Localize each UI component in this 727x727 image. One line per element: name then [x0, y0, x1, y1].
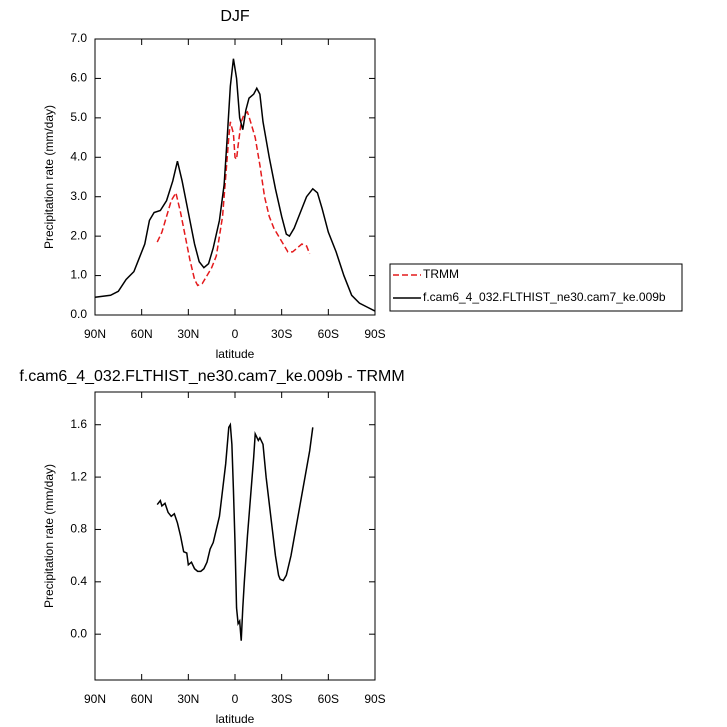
y-tick-label: 2.0: [70, 228, 87, 242]
legend-label: f.cam6_4_032.FLTHIST_ne30.cam7_ke.009b: [423, 290, 666, 304]
x-tick-label: 30N: [177, 327, 199, 341]
plot-frame: [94, 38, 376, 316]
y-tick-label: 0.8: [70, 522, 87, 536]
y-tick-label: 0.0: [70, 626, 87, 640]
x-tick-label: 90N: [84, 327, 106, 341]
x-tick-label: 30S: [271, 692, 292, 706]
x-axis-label: latitude: [216, 347, 255, 361]
x-tick-label: 30N: [177, 692, 199, 706]
legend-box: [389, 263, 683, 312]
x-tick-label: 90N: [84, 692, 106, 706]
chart-title: f.cam6_4_032.FLTHIST_ne30.cam7_ke.009b -…: [19, 368, 404, 385]
plot-frame: [94, 391, 376, 681]
x-tick-label: 60S: [318, 692, 339, 706]
x-tick-label: 0: [232, 327, 239, 341]
x-tick-label: 60N: [131, 327, 153, 341]
y-tick-label: 4.0: [70, 149, 87, 163]
x-tick-label: 60S: [318, 327, 339, 341]
y-tick-label: 6.0: [70, 71, 87, 85]
data-line: [156, 110, 311, 287]
x-tick-label: 90S: [364, 692, 385, 706]
data-line: [94, 58, 376, 312]
legend-label: TRMM: [423, 267, 459, 281]
y-tick-label: 1.0: [70, 268, 87, 282]
y-tick-label: 0.4: [70, 574, 87, 588]
x-tick-label: 60N: [131, 692, 153, 706]
y-tick-label: 7.0: [70, 31, 87, 45]
y-axis-label: Precipitation rate (mm/day): [42, 464, 56, 608]
x-tick-label: 30S: [271, 327, 292, 341]
x-axis-label: latitude: [216, 712, 255, 726]
y-tick-label: 0.0: [70, 307, 87, 321]
x-tick-label: 0: [232, 692, 239, 706]
y-tick-label: 1.6: [70, 417, 87, 431]
data-line: [156, 422, 314, 641]
y-tick-label: 5.0: [70, 110, 87, 124]
x-tick-label: 90S: [364, 327, 385, 341]
y-tick-label: 1.2: [70, 469, 87, 483]
chart-title: DJF: [220, 8, 250, 25]
y-tick-label: 3.0: [70, 189, 87, 203]
y-axis-label: Precipitation rate (mm/day): [42, 105, 56, 249]
